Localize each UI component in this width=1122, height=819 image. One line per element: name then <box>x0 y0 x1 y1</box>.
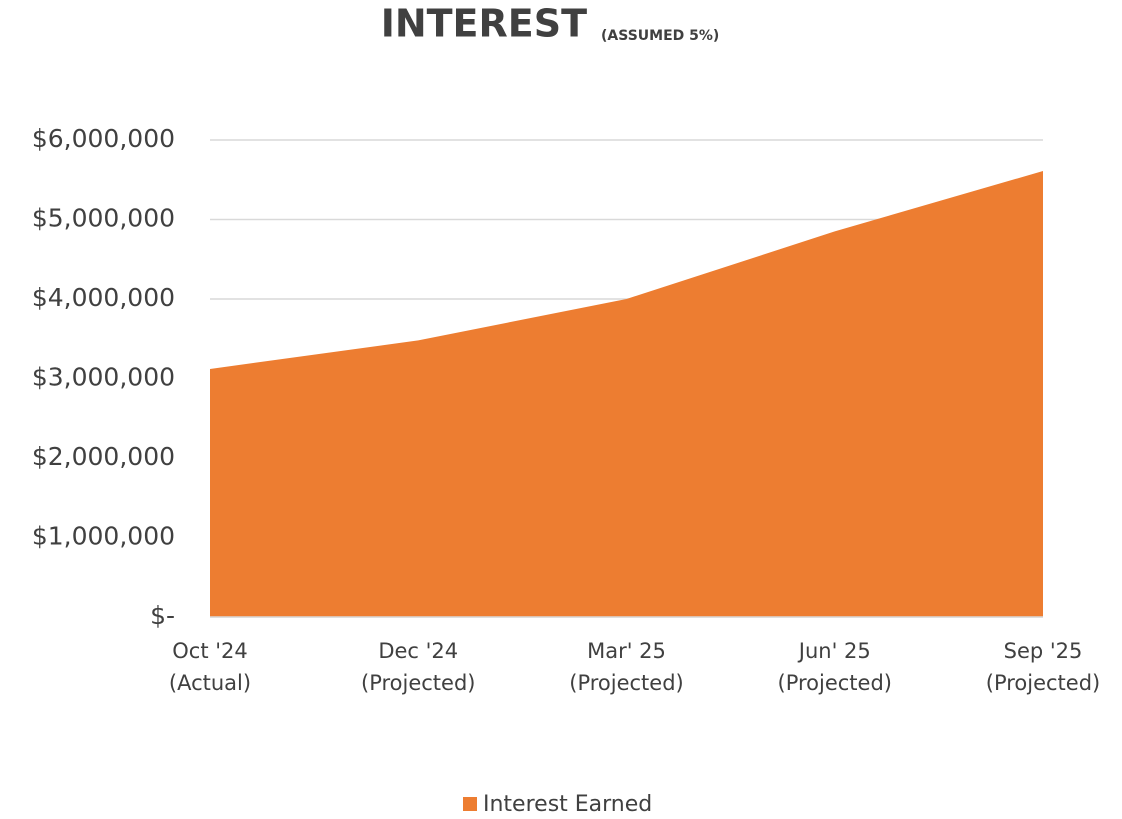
area <box>210 171 1043 617</box>
y-tick-label: $3,000,000 <box>32 363 175 392</box>
x-tick-line: Jun' 25 <box>797 639 871 663</box>
x-tick-label: Mar' 25 (Projected) <box>569 639 684 695</box>
x-tick-line: Mar' 25 <box>587 639 666 663</box>
legend-swatch <box>463 797 477 811</box>
x-tick-label: Dec '24 (Projected) <box>361 639 476 695</box>
x-tick-line: (Actual) <box>169 671 251 695</box>
x-tick-line: (Projected) <box>361 671 476 695</box>
x-tick-line: Dec '24 <box>378 639 458 663</box>
chart-subtitle: (ASSUMED 5%) <box>601 28 719 44</box>
y-tick-label: $1,000,000 <box>32 522 175 551</box>
x-tick-line: Sep '25 <box>1004 639 1083 663</box>
x-tick-line: (Projected) <box>986 671 1101 695</box>
y-tick-label: $5,000,000 <box>32 204 175 233</box>
chart-title: INTEREST <box>381 2 587 46</box>
x-tick-line: Oct '24 <box>172 639 247 663</box>
y-tick-label: $- <box>150 601 175 630</box>
y-tick-label: $2,000,000 <box>32 442 175 471</box>
x-tick-label: Jun' 25 (Projected) <box>778 639 893 695</box>
x-tick-label: Oct '24 (Actual) <box>169 639 251 695</box>
y-tick-label: $4,000,000 <box>32 283 175 312</box>
x-tick-label: Sep '25 (Projected) <box>986 639 1101 695</box>
legend-label: Interest Earned <box>483 792 652 817</box>
x-tick-line: (Projected) <box>778 671 893 695</box>
x-tick-line: (Projected) <box>569 671 684 695</box>
y-tick-label: $6,000,000 <box>32 124 175 153</box>
